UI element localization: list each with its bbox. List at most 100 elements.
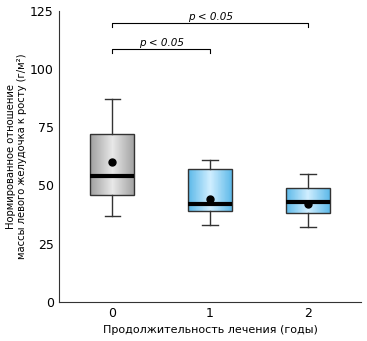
Bar (92, 134, 93, 195)
Bar (193, 169, 194, 211)
Bar (98, 134, 99, 195)
Bar (316, 188, 317, 213)
Bar (215, 169, 216, 211)
Bar (93, 134, 94, 195)
Bar (101, 134, 102, 195)
Bar (97, 134, 98, 195)
Bar (121, 134, 122, 195)
Bar (128, 134, 129, 195)
Bar (109, 134, 110, 195)
Bar (311, 188, 312, 213)
Bar (127, 134, 128, 195)
Bar (94, 134, 95, 195)
Bar (214, 169, 215, 211)
Bar (312, 188, 313, 213)
Bar (196, 169, 197, 211)
Bar (310, 188, 311, 213)
Bar (298, 188, 299, 213)
Bar (214, 169, 215, 211)
Bar (200, 169, 201, 211)
Bar (328, 188, 329, 213)
Bar (287, 188, 288, 213)
Bar (130, 134, 131, 195)
Bar (132, 134, 133, 195)
Bar (120, 134, 121, 195)
Bar (202, 169, 203, 211)
Bar (223, 169, 224, 211)
Bar (225, 169, 226, 211)
Bar (303, 188, 304, 213)
Bar (293, 188, 294, 213)
Bar (125, 134, 126, 195)
Bar (226, 169, 227, 211)
Bar (103, 134, 104, 195)
Bar (220, 169, 221, 211)
Bar (189, 169, 190, 211)
Bar (314, 188, 315, 213)
Bar (208, 169, 209, 211)
Bar (123, 134, 124, 195)
Bar (292, 188, 293, 213)
Bar (108, 134, 109, 195)
Bar (298, 188, 299, 213)
Bar (309, 188, 310, 213)
Bar (287, 188, 288, 213)
Bar (90, 134, 134, 195)
Bar (210, 169, 211, 211)
Bar (320, 188, 321, 213)
Bar (324, 188, 325, 213)
Bar (107, 134, 108, 195)
Bar (211, 169, 212, 211)
Bar (196, 169, 197, 211)
Bar (300, 188, 301, 213)
Bar (194, 169, 195, 211)
Bar (308, 188, 309, 213)
Bar (105, 134, 106, 195)
Bar (315, 188, 316, 213)
Bar (221, 169, 222, 211)
Bar (122, 134, 123, 195)
Bar (112, 134, 113, 195)
Bar (217, 169, 218, 211)
Bar (96, 134, 97, 195)
Bar (206, 169, 207, 211)
Bar (91, 134, 92, 195)
Bar (209, 169, 210, 211)
Bar (321, 188, 322, 213)
Bar (296, 188, 297, 213)
Bar (204, 169, 205, 211)
Bar (304, 188, 305, 213)
Bar (296, 188, 297, 213)
Bar (319, 188, 320, 213)
Bar (309, 188, 310, 213)
Bar (199, 169, 200, 211)
Bar (317, 188, 318, 213)
Bar (194, 169, 195, 211)
Bar (111, 134, 112, 195)
Bar (327, 188, 328, 213)
Bar (195, 169, 196, 211)
Bar (121, 134, 122, 195)
Bar (132, 134, 133, 195)
Bar (223, 169, 224, 211)
Bar (192, 169, 193, 211)
Bar (133, 134, 134, 195)
Bar (229, 169, 230, 211)
Bar (322, 188, 323, 213)
Bar (201, 169, 202, 211)
Bar (325, 188, 326, 213)
Bar (130, 134, 131, 195)
Bar (295, 188, 296, 213)
Bar (99, 134, 100, 195)
Bar (221, 169, 222, 211)
Bar (207, 169, 208, 211)
Bar (326, 188, 327, 213)
Text: p < 0.05: p < 0.05 (188, 12, 233, 22)
Bar (231, 169, 232, 211)
Bar (110, 134, 111, 195)
Bar (213, 169, 214, 211)
Bar (291, 188, 292, 213)
Bar (323, 188, 324, 213)
Bar (190, 169, 191, 211)
Y-axis label: Нормированное отношение
массы левого желудочка к росту (г/м²): Нормированное отношение массы левого жел… (6, 54, 27, 259)
